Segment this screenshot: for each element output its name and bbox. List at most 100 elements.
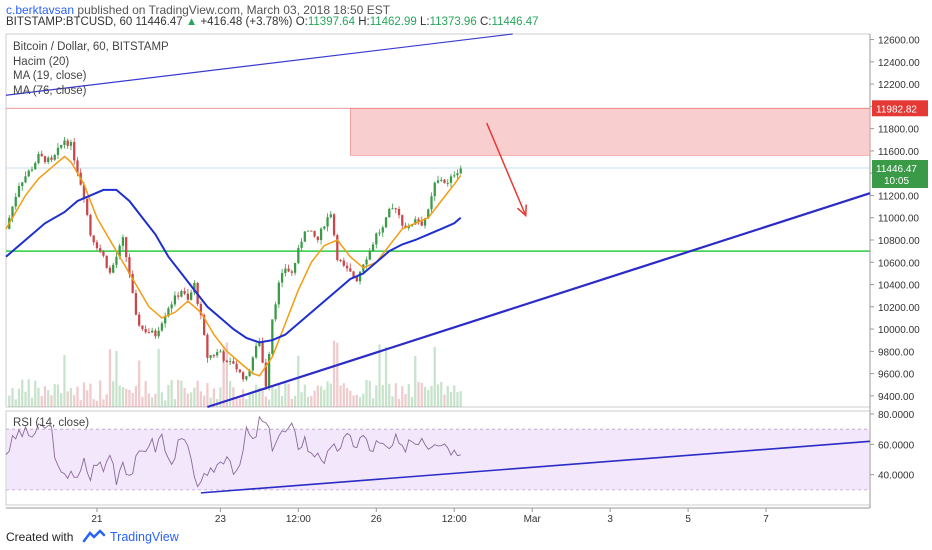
volume-bar [423,386,427,407]
candle-body [69,142,73,146]
candle-body [186,293,190,300]
candle-body [222,351,225,361]
forecast-arrow [486,122,527,216]
current-price-label: 11446.47 [876,164,917,175]
volume-bar [167,384,170,407]
time-tick-label: 21 [91,514,103,523]
candle-body [310,230,313,232]
candle-body [209,355,212,358]
last-price: 11446.47 [135,16,183,28]
candle-body [453,175,456,177]
volume-bar [358,397,362,407]
candle-body [105,255,108,268]
ma76-line [5,188,462,344]
volume-bar [388,383,391,407]
candle-body [248,370,251,377]
candle-body [112,264,115,273]
author-link[interactable]: c.berktavsan [6,3,75,17]
low-value: 11373.96 [429,16,477,28]
volume-bar [303,384,306,407]
volume-bar [128,389,131,407]
candle-body [82,184,86,199]
candle-body [261,341,264,363]
volume-bar [27,379,30,407]
volume-bar [173,399,177,407]
volume-bar [381,385,384,407]
volume-bar [277,384,280,407]
volume-bar [206,383,209,407]
candle-body [63,140,66,145]
tradingview-brand[interactable]: TradingView [110,530,179,544]
legend-ma76: MA (76, close) [13,84,87,97]
candle-body [157,330,160,337]
volume-bar [115,350,118,407]
candle-body [183,291,186,294]
candle-body [128,257,131,275]
candle-body [440,179,443,181]
volume-bar [345,387,349,407]
candle-body [443,179,446,183]
volume-bar [449,391,453,407]
volume-bar [209,397,212,407]
volume-bar [436,384,440,407]
volume-bar [287,383,290,407]
candle-body [319,228,323,241]
volume-bar [138,360,141,407]
volume-bar [43,386,47,407]
volume-bar [332,340,336,407]
volume-bar [401,386,404,407]
volume-bar [121,387,125,407]
rsi-band [7,429,869,490]
candle-body [368,251,371,260]
candle-body [280,273,284,283]
volume-bar [232,387,235,407]
volume-bar [164,400,167,407]
volume-bar [79,400,82,407]
candle-body [303,231,306,242]
volume-bar [141,396,144,407]
volume-bar [60,393,63,407]
volume-bar [456,392,459,407]
volume-bar [108,349,112,407]
countdown-label: 10:05 [884,176,909,187]
volume-bar [306,396,310,407]
price-tick-label: 12600.00 [878,36,920,47]
candle-body [144,328,147,333]
candle-body [14,196,17,207]
time-tick-label: 26 [371,514,383,523]
high-value: 11462.99 [369,16,417,28]
volume-bar [50,395,53,407]
candle-body [323,226,326,229]
volume-bar [349,390,352,407]
candle-body [102,251,105,256]
candle-body [329,214,332,218]
volume-bar [375,385,378,407]
volume-bar [190,392,193,407]
candle-body [60,144,63,148]
volume-bar [391,396,394,407]
volume-bar [95,400,99,407]
candle-body [177,295,180,297]
rsi-tick-label: 80.0000 [878,410,915,421]
volume-bar [30,397,34,407]
price-chart[interactable]: 9400.00 9600.00 9800.00 10000.00 10200.00 104… [0,30,932,523]
candle-body [271,319,274,354]
volume-bar [339,385,342,407]
candle-body [160,323,164,331]
volume-bar [11,388,14,407]
volume-bar [89,383,92,407]
volume-bar [410,397,414,407]
candle-body [306,230,310,232]
candle-body [459,168,462,174]
candle-body [449,176,453,183]
volume-bar [24,391,27,407]
volume-bar [196,380,199,407]
low-label: L: [420,16,430,28]
volume-bar [251,390,254,407]
candle-body [417,219,420,222]
candle-body [267,353,271,387]
volume-bar [183,388,186,407]
volume-bar [336,342,339,407]
candle-body [352,271,355,277]
candle-body [167,308,170,317]
